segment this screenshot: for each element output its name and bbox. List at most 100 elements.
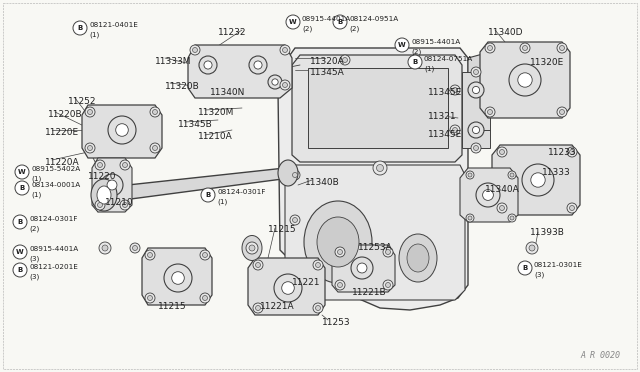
Text: 11215: 11215 xyxy=(158,302,187,311)
Circle shape xyxy=(340,55,350,65)
Circle shape xyxy=(557,43,567,53)
Text: 11345B: 11345B xyxy=(178,120,212,129)
Polygon shape xyxy=(142,248,212,305)
Text: 08915-4401A: 08915-4401A xyxy=(411,39,460,45)
Circle shape xyxy=(122,163,127,167)
Circle shape xyxy=(531,173,545,187)
Text: B: B xyxy=(412,59,418,65)
Text: 11221A: 11221A xyxy=(260,302,294,311)
Text: 11333: 11333 xyxy=(542,168,571,177)
Polygon shape xyxy=(492,145,580,215)
Circle shape xyxy=(313,303,323,313)
Circle shape xyxy=(450,125,460,135)
Circle shape xyxy=(253,260,263,270)
Circle shape xyxy=(522,45,527,51)
Circle shape xyxy=(272,79,278,85)
Circle shape xyxy=(466,214,474,222)
Circle shape xyxy=(99,242,111,254)
Ellipse shape xyxy=(91,179,117,211)
Circle shape xyxy=(97,202,102,208)
Circle shape xyxy=(485,43,495,53)
Circle shape xyxy=(145,293,155,303)
Text: 11320E: 11320E xyxy=(530,58,564,67)
Circle shape xyxy=(395,38,409,52)
Circle shape xyxy=(204,61,212,69)
Polygon shape xyxy=(292,55,462,162)
Text: 11221B: 11221B xyxy=(352,288,387,297)
Text: 11220: 11220 xyxy=(88,172,116,181)
Text: 08121-0401E: 08121-0401E xyxy=(89,22,138,28)
Circle shape xyxy=(85,107,95,117)
Circle shape xyxy=(471,67,481,77)
Circle shape xyxy=(567,203,577,213)
Circle shape xyxy=(413,58,417,62)
Text: 08124-0301F: 08124-0301F xyxy=(29,216,77,222)
Circle shape xyxy=(472,126,479,134)
Circle shape xyxy=(292,218,298,222)
Circle shape xyxy=(452,128,458,132)
Circle shape xyxy=(147,295,152,301)
Text: (1): (1) xyxy=(31,176,41,182)
Circle shape xyxy=(559,45,564,51)
Text: 11210: 11210 xyxy=(105,198,134,207)
Circle shape xyxy=(474,70,479,74)
Circle shape xyxy=(337,250,342,254)
Circle shape xyxy=(101,174,123,196)
Circle shape xyxy=(199,56,217,74)
Circle shape xyxy=(557,107,567,117)
Text: 11233: 11233 xyxy=(548,148,577,157)
Text: 08121-0301E: 08121-0301E xyxy=(534,262,583,268)
Circle shape xyxy=(286,15,300,29)
Circle shape xyxy=(474,145,479,151)
Circle shape xyxy=(468,216,472,220)
Circle shape xyxy=(147,253,152,257)
Ellipse shape xyxy=(304,201,372,283)
Circle shape xyxy=(476,183,500,207)
Text: 11221: 11221 xyxy=(292,278,321,287)
Circle shape xyxy=(335,247,345,257)
Circle shape xyxy=(520,43,530,53)
Circle shape xyxy=(468,82,484,98)
Circle shape xyxy=(410,55,420,65)
Polygon shape xyxy=(248,258,325,315)
Circle shape xyxy=(313,260,323,270)
Circle shape xyxy=(13,215,27,229)
Circle shape xyxy=(376,164,383,171)
Circle shape xyxy=(385,282,390,288)
Text: 11345E: 11345E xyxy=(428,130,462,139)
Polygon shape xyxy=(332,245,395,292)
Circle shape xyxy=(559,109,564,115)
Circle shape xyxy=(466,171,474,179)
Circle shape xyxy=(292,173,298,177)
Text: 11220B: 11220B xyxy=(48,110,83,119)
Text: 11345E: 11345E xyxy=(428,88,462,97)
Circle shape xyxy=(108,116,136,144)
Circle shape xyxy=(383,247,393,257)
Circle shape xyxy=(408,55,422,69)
Circle shape xyxy=(73,21,87,35)
Circle shape xyxy=(508,214,516,222)
Text: 11232: 11232 xyxy=(218,28,246,37)
Circle shape xyxy=(116,124,128,136)
Circle shape xyxy=(13,245,27,259)
Circle shape xyxy=(526,242,538,254)
Circle shape xyxy=(282,48,287,52)
Circle shape xyxy=(468,173,472,177)
Text: B: B xyxy=(77,25,83,31)
Circle shape xyxy=(122,202,127,208)
Text: 11210A: 11210A xyxy=(198,132,233,141)
Text: 11252: 11252 xyxy=(68,97,97,106)
Circle shape xyxy=(150,143,160,153)
Circle shape xyxy=(499,205,504,211)
Circle shape xyxy=(483,190,493,201)
Text: 11253: 11253 xyxy=(322,318,351,327)
Circle shape xyxy=(508,171,516,179)
Circle shape xyxy=(518,261,532,275)
Circle shape xyxy=(529,245,535,251)
Text: 08915-5402A: 08915-5402A xyxy=(31,166,80,172)
Circle shape xyxy=(357,263,367,273)
Text: (1): (1) xyxy=(217,199,227,205)
Circle shape xyxy=(383,280,393,290)
Circle shape xyxy=(335,280,345,290)
Text: (2): (2) xyxy=(29,226,39,232)
